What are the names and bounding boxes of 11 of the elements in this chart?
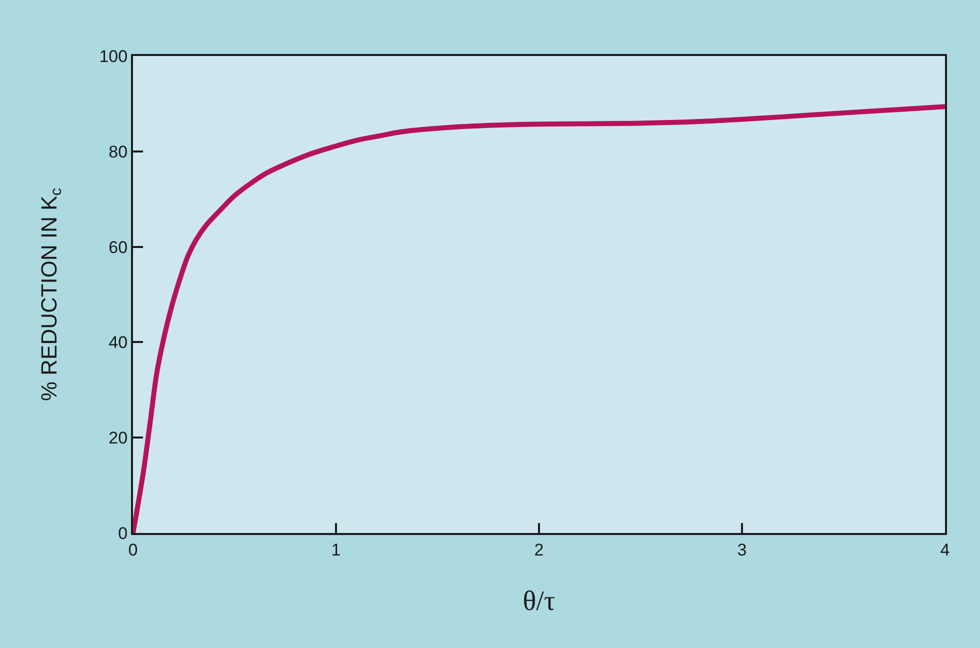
y-tick-label: 40: [108, 333, 128, 352]
y-tick-label: 20: [108, 428, 128, 448]
x-tick-label: 3: [737, 540, 747, 560]
y-tick-label: 0: [118, 524, 128, 543]
y-tick-label: 60: [108, 238, 128, 257]
x-tick-label: 1: [331, 540, 341, 560]
y-tick-label: 100: [99, 46, 128, 66]
x-axis-title: θ/τ: [522, 586, 556, 617]
x-tick-label: 2: [534, 540, 544, 560]
x-tick-label: 4: [940, 540, 950, 560]
y-tick-label: 80: [108, 142, 128, 162]
